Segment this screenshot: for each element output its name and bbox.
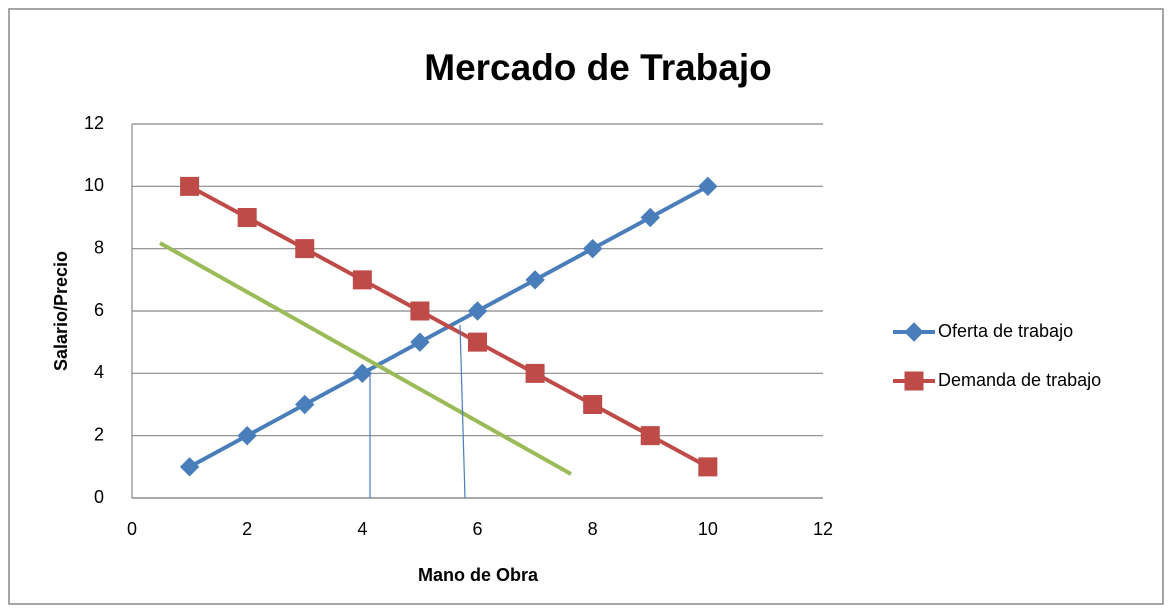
marker	[698, 176, 718, 197]
x-tick-label: 4	[357, 519, 367, 539]
y-tick-label: 10	[84, 175, 104, 195]
y-tick-label: 12	[84, 113, 104, 133]
marker	[640, 426, 660, 446]
marker	[525, 363, 545, 383]
marker	[698, 457, 718, 477]
y-tick-label: 8	[94, 237, 104, 257]
marker	[352, 363, 373, 384]
marker	[179, 457, 200, 477]
marker	[640, 207, 660, 228]
annotation-line	[159, 241, 572, 476]
marker	[352, 270, 372, 290]
marker	[467, 301, 488, 321]
x-tick-label: 2	[242, 519, 252, 539]
marker	[180, 176, 200, 196]
legend-label: Demanda de trabajo	[938, 370, 1101, 390]
y-tick-label: 0	[94, 487, 104, 507]
x-tick-label: 12	[813, 519, 833, 539]
series-line	[188, 184, 709, 469]
plot-area: 0 2 4 6 8 10 12 0 2 4 6 8 10 12	[84, 113, 833, 539]
marker	[904, 322, 924, 342]
marker	[525, 270, 545, 290]
x-tick-label: 6	[472, 519, 482, 539]
chart-title: Mercado de Trabajo	[424, 47, 772, 88]
chart-border	[8, 8, 1164, 605]
marker	[468, 332, 487, 352]
marker	[582, 238, 603, 259]
y-axis-label: Salario/Precio	[51, 251, 71, 371]
legend-label: Oferta de trabajo	[938, 321, 1073, 341]
y-tick-label: 2	[94, 424, 104, 444]
marker	[583, 395, 603, 414]
x-tick-label: 10	[698, 519, 718, 539]
marker	[237, 425, 257, 446]
marker	[904, 371, 924, 391]
x-tick-label: 0	[127, 519, 137, 539]
guide-line	[459, 324, 466, 499]
y-tick-label: 4	[94, 362, 104, 382]
y-tick-label: 6	[94, 300, 104, 320]
marker	[295, 394, 315, 415]
marker	[410, 332, 430, 352]
marker	[410, 301, 430, 321]
marker	[295, 239, 315, 259]
marker	[237, 208, 257, 227]
x-axis-label: Mano de Obra	[418, 565, 539, 585]
x-tick-label: 8	[588, 519, 598, 539]
